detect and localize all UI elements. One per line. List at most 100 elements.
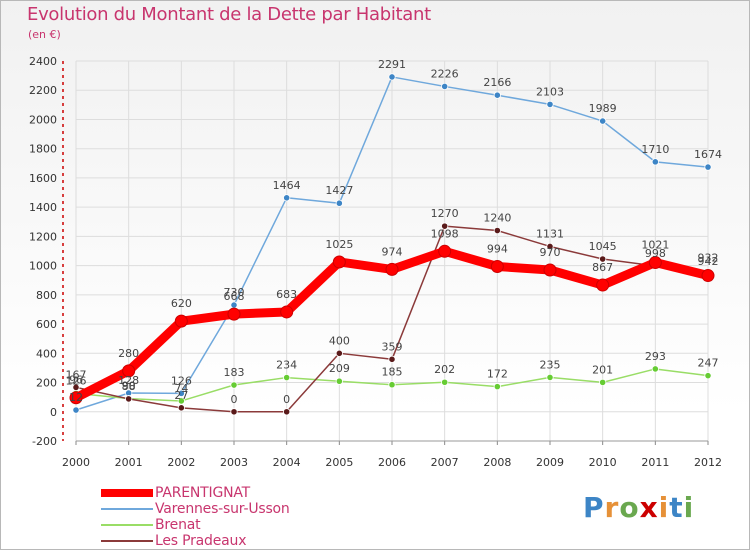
data-label-parentignat: 668 (224, 290, 245, 303)
logo-letter: t (669, 491, 684, 524)
data-point-parentignat (543, 263, 557, 277)
data-point-brenat (599, 378, 607, 386)
data-point-parentignat (332, 255, 346, 269)
data-label-varennes-sur-usson: 126 (171, 374, 192, 387)
data-point-brenat (546, 373, 554, 382)
data-point-parentignat (227, 307, 241, 321)
data-label-varennes-sur-usson: 2226 (431, 67, 459, 80)
x-tick-label: 2009 (536, 456, 564, 469)
data-label-parentignat: 994 (487, 242, 508, 255)
legend-swatch-varennes (101, 508, 153, 510)
x-tick-label: 2010 (589, 456, 617, 469)
data-point-parentignat (490, 259, 504, 273)
x-tick-label: 2012 (694, 456, 722, 469)
x-tick-label: 2004 (273, 456, 301, 469)
x-tick-label: 2011 (641, 456, 669, 469)
legend-swatch-les-pradeaux (101, 540, 153, 542)
data-label-parentignat: 867 (592, 261, 613, 274)
logo-letter: i (683, 491, 695, 524)
data-label-brenat: 234 (276, 359, 297, 372)
data-label-brenat: 202 (434, 363, 455, 376)
data-point-les-pradeaux (177, 404, 185, 412)
x-tick-label: 2001 (115, 456, 143, 469)
data-label-parentignat: 1025 (325, 238, 353, 251)
data-label-varennes-sur-usson: 2166 (483, 76, 511, 89)
data-point-varennes-sur-usson (704, 163, 712, 171)
data-label-brenat: 126 (66, 374, 87, 387)
data-label-les-pradeaux: 1045 (589, 240, 617, 253)
x-tick-label: 2002 (167, 456, 195, 469)
data-label-les-pradeaux: 998 (645, 247, 666, 260)
data-point-varennes-sur-usson (335, 199, 343, 207)
x-tick-label: 2000 (62, 456, 90, 469)
data-point-parentignat (174, 314, 188, 328)
legend-label-brenat: Brenat (155, 517, 201, 533)
logo-letter: x (639, 491, 659, 524)
legend-swatch-parentignat (101, 489, 153, 497)
legend-label-varennes: Varennes-sur-Usson (155, 501, 290, 517)
data-label-varennes-sur-usson: 2291 (378, 58, 406, 71)
data-label-brenat: 293 (645, 350, 666, 363)
proxiti-logo: Proxiti (583, 491, 694, 524)
data-point-parentignat (122, 364, 136, 378)
data-label-parentignat: 970 (540, 246, 561, 259)
data-point-brenat (177, 397, 185, 405)
data-label-brenat: 185 (382, 366, 403, 379)
data-point-varennes-sur-usson (599, 117, 607, 125)
y-tick-label: 1800 (29, 143, 57, 156)
data-label-les-pradeaux: 942 (698, 255, 719, 268)
data-label-varennes-sur-usson: 2103 (536, 85, 564, 98)
logo-letter: r (604, 491, 620, 524)
data-label-parentignat: 620 (171, 297, 192, 310)
data-label-parentignat: 683 (276, 288, 297, 301)
data-label-les-pradeaux: 1131 (536, 227, 564, 240)
data-point-les-pradeaux (335, 349, 343, 357)
data-point-parentignat (438, 244, 452, 258)
y-tick-label: 1600 (29, 172, 57, 185)
data-point-parentignat (701, 269, 715, 283)
data-point-les-pradeaux (546, 242, 554, 251)
data-label-varennes-sur-usson: 1464 (273, 179, 301, 192)
data-point-varennes-sur-usson (546, 100, 554, 109)
data-point-les-pradeaux (493, 226, 501, 235)
data-point-brenat (388, 381, 396, 389)
data-point-brenat (704, 372, 712, 380)
data-point-varennes-sur-usson (388, 73, 396, 81)
y-tick-label: 800 (36, 289, 57, 302)
data-point-varennes-sur-usson (441, 82, 449, 91)
data-label-varennes-sur-usson: 1427 (325, 184, 353, 197)
data-point-les-pradeaux (230, 408, 238, 416)
data-label-les-pradeaux: 359 (382, 340, 403, 353)
y-tick-label: -200 (32, 435, 57, 448)
data-label-les-pradeaux: 1240 (483, 212, 511, 225)
y-tick-label: 2200 (29, 84, 57, 97)
data-label-les-pradeaux: 88 (122, 380, 136, 393)
data-point-les-pradeaux (72, 383, 80, 391)
legend-swatch-brenat (101, 524, 153, 526)
chart-title: Evolution du Montant de la Dette par Hab… (27, 4, 431, 25)
data-label-parentignat: 1021 (641, 239, 669, 252)
data-point-brenat (441, 378, 449, 386)
y-tick-label: 2400 (29, 55, 57, 68)
data-point-brenat (651, 365, 659, 373)
data-label-varennes-sur-usson: 730 (224, 286, 245, 299)
y-tick-label: 400 (36, 347, 57, 360)
logo-letter: o (619, 491, 640, 524)
x-tick-label: 2008 (483, 456, 511, 469)
y-tick-label: 0 (50, 406, 57, 419)
data-point-parentignat (648, 256, 662, 270)
data-label-brenat: 235 (540, 358, 561, 371)
data-point-varennes-sur-usson (651, 158, 659, 166)
data-label-les-pradeaux: 167 (66, 368, 87, 381)
legend-label-parentignat: PARENTIGNAT (155, 485, 251, 501)
data-label-varennes-sur-usson: 1710 (641, 143, 669, 156)
data-label-parentignat: 96 (69, 374, 83, 387)
x-tick-label: 2006 (378, 456, 406, 469)
data-point-varennes-sur-usson (283, 194, 291, 202)
data-label-les-pradeaux: 0 (231, 393, 238, 406)
data-point-parentignat (385, 262, 399, 276)
y-tick-label: 200 (36, 377, 57, 390)
y-tick-label: 1400 (29, 201, 57, 214)
